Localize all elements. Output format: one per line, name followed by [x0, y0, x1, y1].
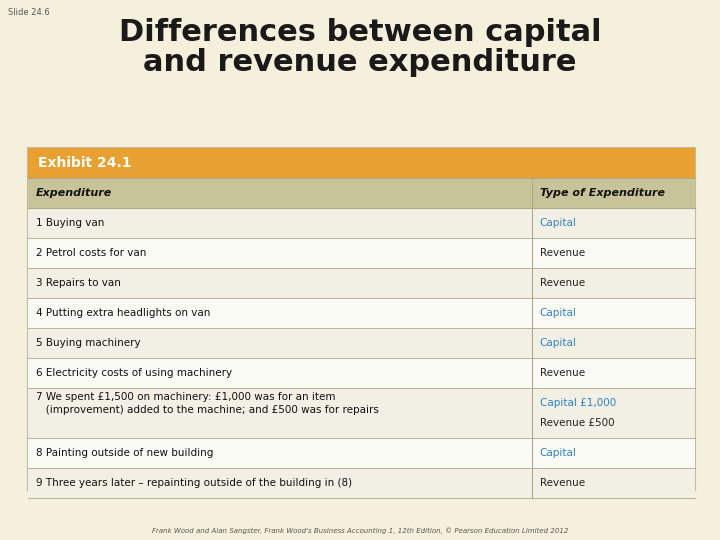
Text: Differences between capital: Differences between capital — [119, 18, 601, 47]
Text: 3 Repairs to van: 3 Repairs to van — [36, 278, 121, 288]
Bar — [28, 208, 695, 238]
Bar — [28, 148, 695, 490]
Text: 2 Petrol costs for van: 2 Petrol costs for van — [36, 248, 146, 258]
Bar — [28, 238, 695, 268]
Text: Revenue: Revenue — [539, 248, 585, 258]
Text: and revenue expenditure: and revenue expenditure — [143, 48, 577, 77]
Bar — [28, 388, 695, 438]
Text: Slide 24.6: Slide 24.6 — [8, 8, 50, 17]
Bar — [28, 148, 695, 178]
Bar — [28, 438, 695, 468]
Text: 4 Putting extra headlights on van: 4 Putting extra headlights on van — [36, 308, 210, 318]
Text: 7 We spent £1,500 on machinery: £1,000 was for an item
   (improvement) added to: 7 We spent £1,500 on machinery: £1,000 w… — [36, 392, 379, 415]
Text: Revenue £500: Revenue £500 — [539, 418, 614, 428]
Text: 9 Three years later – repainting outside of the building in (8): 9 Three years later – repainting outside… — [36, 478, 352, 488]
Text: Capital: Capital — [539, 338, 577, 348]
Text: Capital: Capital — [539, 218, 577, 228]
Bar — [28, 468, 695, 498]
Text: Frank Wood and Alan Sangster, Frank Wood's Business Accounting 1, 12th Edition, : Frank Wood and Alan Sangster, Frank Wood… — [152, 528, 568, 534]
Text: 1 Buying van: 1 Buying van — [36, 218, 104, 228]
Bar — [28, 268, 695, 298]
Text: Capital £1,000: Capital £1,000 — [539, 398, 616, 408]
Text: 5 Buying machinery: 5 Buying machinery — [36, 338, 140, 348]
Bar — [28, 328, 695, 358]
Text: Revenue: Revenue — [539, 278, 585, 288]
Text: 6 Electricity costs of using machinery: 6 Electricity costs of using machinery — [36, 368, 232, 378]
Bar — [28, 358, 695, 388]
Text: Expenditure: Expenditure — [36, 188, 112, 198]
Text: Type of Expenditure: Type of Expenditure — [539, 188, 665, 198]
Text: Exhibit 24.1: Exhibit 24.1 — [38, 156, 132, 170]
Text: Revenue: Revenue — [539, 478, 585, 488]
Text: Revenue: Revenue — [539, 368, 585, 378]
Bar — [28, 178, 695, 208]
Text: Capital: Capital — [539, 448, 577, 458]
Bar — [28, 298, 695, 328]
Text: Capital: Capital — [539, 308, 577, 318]
Text: 8 Painting outside of new building: 8 Painting outside of new building — [36, 448, 213, 458]
